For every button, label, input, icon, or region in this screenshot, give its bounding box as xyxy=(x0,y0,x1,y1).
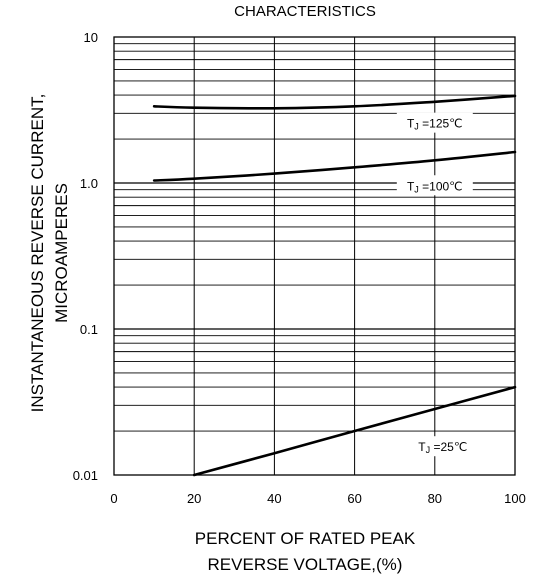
plot-frame xyxy=(113,36,516,476)
y-tick-label: 0.1 xyxy=(80,322,98,337)
x-axis-label-line-2: REVERSE VOLTAGE,(%) xyxy=(208,555,403,574)
series-lines xyxy=(152,94,517,477)
series-line-1 xyxy=(152,150,517,182)
x-tick-label: 0 xyxy=(110,491,117,506)
series-label-bg xyxy=(396,112,473,133)
series-labels: TJ =125℃ TJ =100℃ TJ =25℃ xyxy=(396,112,481,457)
series-label-bg xyxy=(404,436,481,457)
series-line-0 xyxy=(152,94,517,110)
y-tick-label: 10 xyxy=(84,30,98,45)
series-label-1: TJ =100℃ xyxy=(396,175,473,196)
x-tick-label: 40 xyxy=(267,491,281,506)
y-axis-label-line-1: INSTANTANEOUS REVERSE CURRENT, xyxy=(28,94,47,413)
x-tick-label: 60 xyxy=(347,491,361,506)
series-label-2: TJ =25℃ xyxy=(404,436,481,457)
x-tick-label: 80 xyxy=(428,491,442,506)
series-label-bg xyxy=(396,175,473,196)
series-label-0: TJ =125℃ xyxy=(396,112,473,133)
x-axis-label-line-1: PERCENT OF RATED PEAK xyxy=(195,529,416,548)
chart-title: CHARACTERISTICS xyxy=(234,3,376,20)
x-tick-label: 100 xyxy=(504,491,526,506)
y-tick-label: 1.0 xyxy=(80,176,98,191)
axis-ticks: 0 20 40 60 80 100 0.01 0.1 1.0 10 xyxy=(73,30,526,506)
x-tick-label: 20 xyxy=(187,491,201,506)
grid xyxy=(113,36,516,476)
y-axis-label-line-2: MICROAMPERES xyxy=(52,183,71,323)
series-label-text: TJ =25℃ xyxy=(418,440,467,455)
series-line-2 xyxy=(192,385,517,477)
series-label-text: TJ =125℃ xyxy=(407,117,463,132)
y-tick-label: 0.01 xyxy=(73,468,98,483)
series-label-text: TJ =100℃ xyxy=(407,179,463,194)
